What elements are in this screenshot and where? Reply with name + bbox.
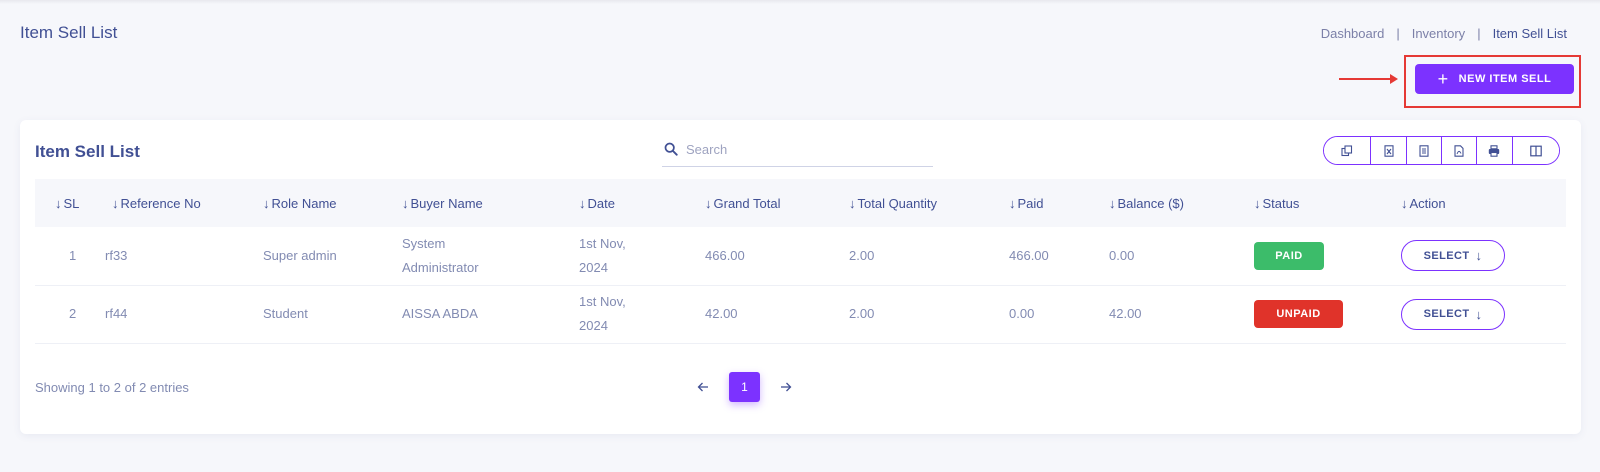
table-header-row: ↓ SL ↓ Reference No ↓ Role Name ↓ Buyer Name…	[35, 179, 1566, 227]
column-header-reference-no[interactable]: ↓ Reference No	[112, 195, 201, 211]
csv-button[interactable]	[1406, 137, 1442, 164]
excel-icon	[1383, 144, 1394, 157]
table-row: 2 rf44 Student AISSA ABDA 1st Nov, 2024 …	[35, 285, 1566, 343]
select-dropdown-button[interactable]: SELECT ↓	[1401, 240, 1505, 272]
cell-action: SELECT ↓	[1386, 285, 1566, 343]
column-header-total-quantity[interactable]: ↓ Total Quantity	[849, 195, 937, 211]
cell-reference: rf44	[105, 306, 128, 321]
cell-sl: 2	[69, 306, 77, 321]
cell-date: 1st Nov, 2024	[579, 235, 626, 275]
item-sell-list-card: Item Sell List	[20, 120, 1581, 434]
sort-arrow-icon: ↓	[1109, 195, 1116, 211]
sort-arrow-icon: ↓	[263, 195, 270, 211]
print-button[interactable]	[1477, 137, 1513, 164]
sort-arrow-icon: ↓	[1009, 195, 1016, 211]
cell-date: 1st Nov, 2024	[579, 294, 626, 333]
cell-total-quantity: 2.00	[849, 306, 875, 321]
cell-status: PAID	[1239, 227, 1386, 285]
status-badge: UNPAID	[1254, 300, 1343, 328]
breadcrumb-separator: |	[1477, 26, 1481, 41]
breadcrumb-separator: |	[1396, 26, 1400, 41]
cell-role: Super admin	[263, 247, 337, 263]
cell-sl: 1	[69, 247, 77, 263]
select-label: SELECT	[1423, 308, 1470, 320]
item-sell-table: ↓ SL ↓ Reference No ↓ Role Name ↓ Buyer Name…	[35, 179, 1566, 344]
sort-arrow-icon: ↓	[579, 195, 586, 211]
column-header-role-name[interactable]: ↓ Role Name	[263, 195, 337, 211]
cell-paid: 466.00	[1009, 247, 1049, 263]
cell-total-quantity: 2.00	[849, 247, 875, 263]
copy-icon	[1341, 144, 1353, 156]
next-page-button[interactable]	[777, 378, 795, 396]
cell-grand-total: 466.00	[705, 247, 745, 263]
column-header-paid[interactable]: ↓ Paid	[1009, 195, 1044, 211]
csv-icon	[1419, 144, 1429, 157]
cell-status: UNPAID	[1239, 285, 1386, 343]
cell-buyer: System Administrator	[402, 235, 479, 275]
copy-button[interactable]	[1324, 137, 1372, 164]
pagination: 1	[694, 372, 795, 402]
search-icon	[664, 142, 678, 156]
cell-balance: 42.00	[1109, 306, 1142, 321]
column-header-date[interactable]: ↓ Date	[579, 195, 615, 211]
cell-role: Student	[263, 306, 308, 321]
columns-icon	[1530, 145, 1542, 156]
pagination-info: Showing 1 to 2 of 2 entries	[35, 380, 189, 395]
pdf-icon	[1454, 144, 1464, 157]
cell-buyer: AISSA ABDA	[402, 306, 478, 321]
arrow-left-icon	[697, 382, 708, 392]
arrow-down-icon: ↓	[1475, 306, 1483, 322]
column-header-action[interactable]: ↓ Action	[1401, 195, 1446, 211]
table-row: 1 rf33 Super admin System Administrator …	[35, 227, 1566, 285]
plus-icon: +	[1437, 69, 1449, 89]
breadcrumb-current: Item Sell List	[1492, 26, 1567, 41]
select-label: SELECT	[1423, 249, 1470, 262]
sort-arrow-icon: ↓	[402, 195, 409, 211]
cell-reference: rf33	[105, 247, 128, 263]
sort-arrow-icon: ↓	[1401, 195, 1408, 211]
sort-arrow-icon: ↓	[112, 195, 119, 211]
annotation-highlight-box	[1404, 55, 1581, 108]
export-button-group	[1323, 136, 1560, 165]
arrow-right-icon	[781, 382, 792, 392]
cell-grand-total: 42.00	[705, 306, 738, 321]
new-item-sell-button[interactable]: + NEW ITEM SELL	[1415, 64, 1574, 94]
annotation-arrow-head	[1390, 74, 1398, 84]
annotation-arrow-line	[1339, 78, 1391, 80]
arrow-down-icon: ↓	[1475, 248, 1483, 264]
search-input[interactable]	[686, 141, 926, 157]
sort-arrow-icon: ↓	[55, 195, 62, 211]
page-number-button[interactable]: 1	[729, 372, 760, 402]
column-header-grand-total[interactable]: ↓ Grand Total	[705, 195, 781, 211]
sort-arrow-icon: ↓	[1254, 195, 1261, 211]
column-header-sl[interactable]: ↓ SL	[55, 195, 80, 211]
page-title: Item Sell List	[20, 23, 118, 42]
cell-paid: 0.00	[1009, 306, 1035, 321]
breadcrumb-dashboard[interactable]: Dashboard	[1320, 26, 1385, 41]
sort-arrow-icon: ↓	[849, 195, 856, 211]
sort-arrow-icon: ↓	[705, 195, 712, 211]
search-box	[662, 132, 933, 167]
excel-button[interactable]	[1371, 137, 1407, 164]
new-item-sell-label: NEW ITEM SELL	[1458, 73, 1552, 85]
card-title: Item Sell List	[35, 142, 140, 161]
select-dropdown-button[interactable]: SELECT ↓	[1401, 298, 1505, 330]
columns-button[interactable]	[1512, 137, 1559, 164]
cell-action: SELECT ↓	[1386, 227, 1566, 285]
column-header-balance[interactable]: ↓ Balance ($)	[1109, 195, 1184, 211]
previous-page-button[interactable]	[694, 378, 712, 396]
pdf-button[interactable]	[1442, 137, 1478, 164]
breadcrumb: Dashboard | Inventory | Item Sell List	[1321, 26, 1567, 41]
breadcrumb-inventory[interactable]: Inventory	[1411, 26, 1466, 41]
topbar-shadow	[0, 0, 1600, 4]
column-header-buyer-name[interactable]: ↓ Buyer Name	[402, 195, 483, 211]
status-badge: PAID	[1254, 241, 1324, 270]
print-icon	[1489, 144, 1500, 157]
cell-balance: 0.00	[1109, 247, 1135, 263]
column-header-status[interactable]: ↓ Status	[1254, 195, 1300, 211]
